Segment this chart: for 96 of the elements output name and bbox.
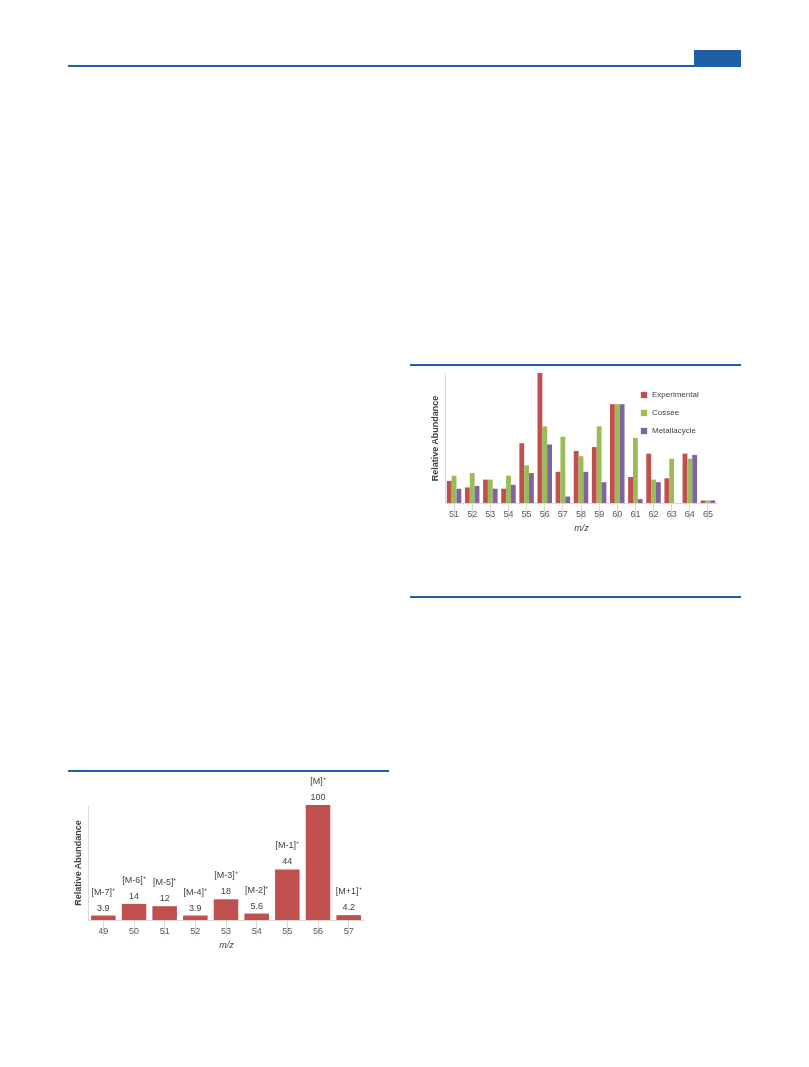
annotation: [M-5]⁺ <box>152 877 177 888</box>
bar <box>542 426 548 503</box>
annotation: [M-6]⁺ <box>122 874 146 885</box>
legend-label: Metallacycle <box>652 426 697 435</box>
bar <box>506 475 511 503</box>
y-axis-title: Relative Abundance <box>72 820 83 906</box>
x-tick-label: 63 <box>666 508 677 519</box>
bar <box>183 915 208 920</box>
annotation: [M-2]⁺ <box>244 884 269 895</box>
x-tick-label: 61 <box>630 508 641 519</box>
annotation: [M-4]⁺ <box>183 886 208 897</box>
x-tick-label: 51 <box>449 508 460 519</box>
data-label: 18 <box>220 886 232 897</box>
bar <box>492 488 498 503</box>
bar <box>244 913 269 920</box>
x-tick-label: 53 <box>485 508 496 519</box>
data-label: 44 <box>282 856 293 867</box>
bar <box>583 471 589 503</box>
x-tick-label: 57 <box>557 508 568 519</box>
bar <box>537 373 543 503</box>
x-tick-label: 49 <box>98 925 109 936</box>
bar <box>591 447 597 503</box>
bar <box>469 473 475 503</box>
bar <box>710 500 716 503</box>
x-tick-label: 52 <box>467 508 478 519</box>
bar <box>464 487 470 503</box>
bar <box>529 473 534 503</box>
x-tick-label: 51 <box>159 925 170 936</box>
x-tick-label: 59 <box>594 508 605 519</box>
annotation: [M-1]⁺ <box>275 840 300 851</box>
data-label: 14 <box>128 890 140 901</box>
bar <box>646 453 652 503</box>
annotation: [M-7]⁺ <box>91 886 116 897</box>
x-tick-label: 56 <box>312 925 324 936</box>
x-tick-label: 62 <box>648 508 659 519</box>
bar <box>524 465 530 503</box>
x-axis-title: m/z <box>574 523 590 533</box>
x-tick-label: 64 <box>684 508 695 519</box>
bar <box>610 404 615 503</box>
x-tick-label: 54 <box>251 925 262 936</box>
data-label: 4.2 <box>342 902 355 913</box>
bar <box>692 454 698 503</box>
data-label: 3.9 <box>189 902 202 913</box>
bar <box>336 915 361 920</box>
x-tick-label: 55 <box>521 508 532 519</box>
bar <box>483 479 488 503</box>
legend-label: Cossee <box>652 408 680 417</box>
bar <box>669 458 675 503</box>
bar <box>596 426 602 503</box>
x-tick-label: 55 <box>282 925 293 936</box>
x-tick-label: 58 <box>575 508 587 519</box>
bar <box>213 899 239 920</box>
x-axis-title: m/z <box>219 940 235 950</box>
x-tick-label: 53 <box>220 925 232 936</box>
x-tick-label: 65 <box>702 508 713 519</box>
bar <box>305 805 331 920</box>
bar <box>655 482 661 503</box>
y-axis-title: Relative Abundance <box>429 395 440 482</box>
bar <box>565 496 571 503</box>
bar <box>651 479 656 503</box>
bar <box>487 479 493 503</box>
x-tick-label: 50 <box>128 925 140 936</box>
bar <box>632 438 638 503</box>
bar <box>456 488 462 503</box>
bar <box>619 404 625 503</box>
bar <box>91 915 116 920</box>
bar <box>637 499 643 503</box>
bar <box>705 500 711 503</box>
annotation: [M]⁺ <box>310 776 326 786</box>
bar <box>664 478 670 503</box>
bar <box>121 903 147 920</box>
legend-label: Experimental <box>652 390 699 399</box>
bar <box>446 480 452 503</box>
bar <box>628 477 633 503</box>
data-label: 3.9 <box>97 902 110 913</box>
x-tick-label: 54 <box>503 508 514 519</box>
bar <box>573 451 579 503</box>
bar <box>510 484 516 503</box>
bar <box>519 443 525 503</box>
data-label: 100 <box>310 792 326 802</box>
bar <box>560 436 566 503</box>
x-tick-label: 52 <box>190 925 201 936</box>
bar <box>547 444 552 503</box>
annotation: [M+1]⁺ <box>335 886 362 897</box>
bar <box>614 404 620 503</box>
bar <box>501 488 507 503</box>
bar <box>687 458 693 503</box>
annotation: [M-3]⁺ <box>214 870 238 881</box>
x-tick-label: 56 <box>539 508 550 519</box>
bar <box>700 500 706 503</box>
x-tick-label: 57 <box>343 925 354 936</box>
x-tick-label: 60 <box>612 508 623 519</box>
data-label: 5.6 <box>250 900 263 911</box>
data-label: 12 <box>159 893 170 904</box>
bar <box>275 869 300 920</box>
bar <box>152 906 177 920</box>
